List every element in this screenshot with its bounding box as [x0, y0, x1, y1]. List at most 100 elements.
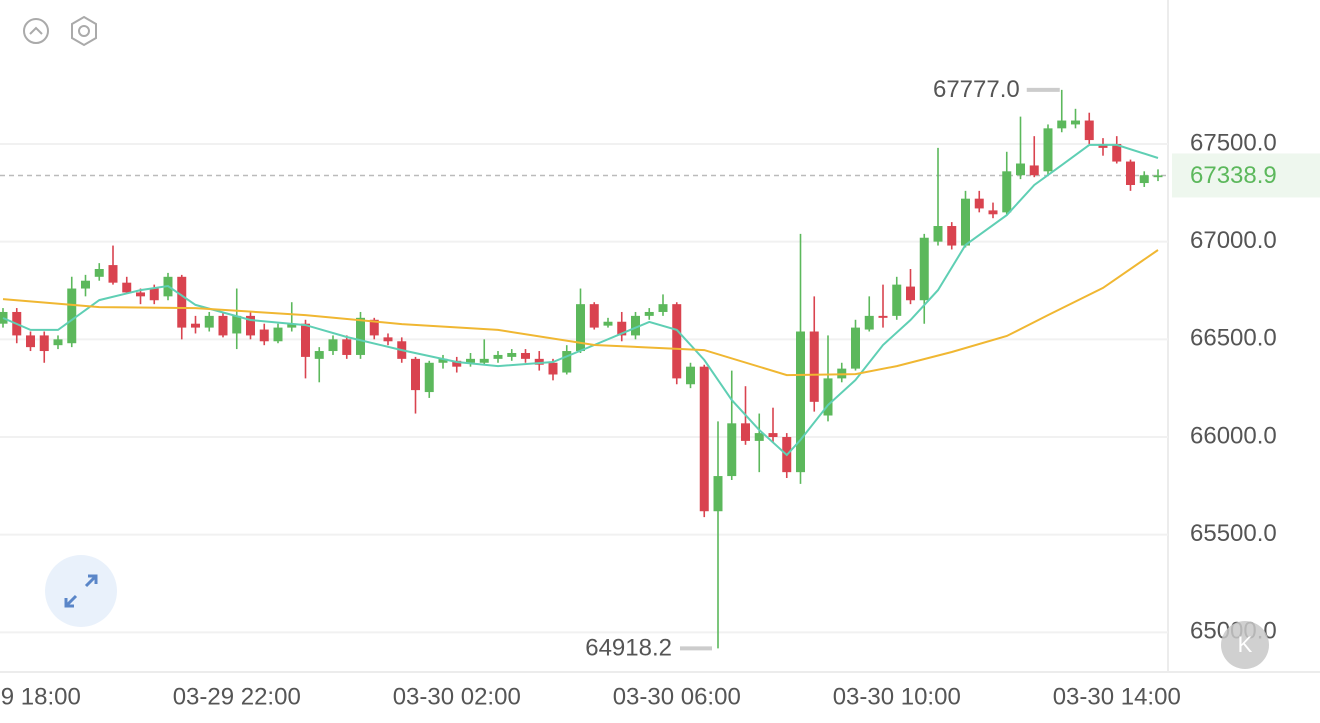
- candle-body: [1057, 120, 1067, 129]
- x-tick-label: 03-29 22:00: [173, 683, 301, 710]
- candle-body: [534, 358, 544, 365]
- candle-body: [328, 339, 338, 352]
- candle-body: [287, 323, 297, 328]
- candle-body: [149, 288, 159, 301]
- candle-body: [122, 282, 132, 293]
- candle-body: [39, 335, 49, 352]
- candle-body: [672, 304, 682, 379]
- settings-button[interactable]: [71, 15, 97, 47]
- candle-body: [988, 210, 998, 215]
- candle-body: [1016, 163, 1025, 176]
- candle-body: [232, 315, 242, 334]
- candle-body: [686, 366, 695, 385]
- x-tick-label: 03-30 10:00: [833, 683, 961, 710]
- candle-body: [136, 292, 145, 297]
- candle-body: [53, 339, 63, 346]
- candle-body: [383, 337, 393, 342]
- x-tick-label: 03-29 18:00: [0, 683, 81, 710]
- candle-body: [892, 284, 902, 316]
- watermark-button[interactable]: K: [1221, 621, 1269, 669]
- candle-body: [548, 362, 558, 375]
- candle-body: [603, 321, 613, 326]
- expand-button[interactable]: [45, 555, 117, 627]
- candle-body: [356, 317, 365, 355]
- candle-body: [479, 358, 489, 363]
- y-tick-label: 65500.0: [1190, 520, 1277, 547]
- y-tick-label: 66000.0: [1190, 422, 1277, 449]
- candle-body: [878, 315, 888, 318]
- candle-body: [851, 327, 860, 369]
- candle-body: [644, 311, 654, 316]
- candle-body: [933, 226, 943, 242]
- candle-body: [369, 319, 379, 336]
- candle-body: [424, 362, 434, 393]
- candle-body: [1043, 128, 1053, 172]
- candle-body: [1084, 120, 1094, 141]
- x-tick-label: 03-30 02:00: [393, 683, 521, 710]
- moving-average-line: [2, 249, 1159, 377]
- candle-body: [26, 335, 35, 348]
- candle-body: [1153, 175, 1163, 178]
- candle-body: [521, 352, 530, 359]
- x-tick-label: 03-30 06:00: [613, 683, 741, 710]
- candle-body: [631, 315, 640, 336]
- candle-body: [589, 304, 599, 328]
- candle-body: [823, 378, 833, 416]
- candle-body: [576, 304, 585, 352]
- watermark: K: [1238, 632, 1253, 657]
- candle-body: [699, 366, 709, 512]
- candle-body: [809, 331, 819, 402]
- candle-body: [617, 321, 627, 336]
- candle-body: [342, 339, 352, 355]
- candle-body: [273, 327, 283, 342]
- collapse-button[interactable]: [23, 18, 49, 44]
- last-price-tag: [1172, 153, 1320, 198]
- candle-body: [108, 265, 118, 283]
- candle-body: [246, 315, 255, 336]
- y-tick-label: 67000.0: [1190, 227, 1277, 254]
- candle-body: [507, 352, 517, 357]
- x-tick-label: 03-30 14:00: [1053, 683, 1181, 710]
- candle-body: [411, 358, 420, 391]
- moving-average-line: [2, 143, 1159, 457]
- candle-body: [947, 226, 957, 246]
- candle-body: [974, 198, 984, 209]
- candle-body: [562, 351, 572, 373]
- candle-body: [1071, 120, 1080, 125]
- y-tick-label: 67500.0: [1190, 129, 1277, 156]
- candle-body: [741, 423, 750, 441]
- candle-body: [1029, 165, 1039, 176]
- y-tick-label: 66500.0: [1190, 325, 1277, 352]
- candle-body: [452, 360, 462, 367]
- candle-body: [301, 323, 310, 357]
- candle-body: [67, 288, 77, 344]
- candle-body: [1098, 143, 1108, 148]
- candle-body: [259, 329, 269, 342]
- candle-body: [177, 276, 187, 328]
- candle-body: [191, 323, 200, 328]
- candle-body: [466, 358, 475, 363]
- candle-body: [94, 268, 104, 277]
- candle-body: [658, 304, 668, 312]
- candle-body: [713, 476, 723, 512]
- candle-body: [864, 315, 874, 330]
- candle-body: [919, 237, 929, 301]
- candle-body: [754, 433, 764, 441]
- candle-body: [1112, 143, 1122, 162]
- candle-body: [1002, 171, 1012, 213]
- candle-body: [961, 198, 970, 246]
- candle-body: [1139, 175, 1149, 184]
- candle-body: [438, 358, 448, 363]
- candle-body: [218, 315, 228, 336]
- candle-body: [796, 331, 805, 473]
- candle-body: [906, 286, 915, 301]
- candle-body: [81, 280, 90, 289]
- candle-body: [768, 433, 778, 437]
- candle-body: [727, 423, 737, 477]
- high-label: 67777.0: [933, 76, 1020, 103]
- candle-body: [1126, 161, 1135, 185]
- candle-body: [204, 315, 214, 328]
- candle-body: [493, 354, 503, 359]
